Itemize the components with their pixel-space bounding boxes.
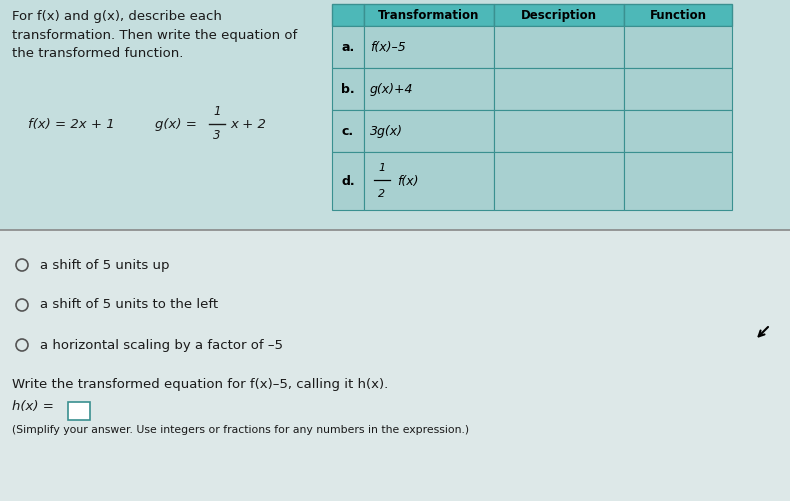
Bar: [364, 152, 494, 210]
Text: c.: c.: [342, 125, 354, 137]
Text: f(x) = 2x + 1: f(x) = 2x + 1: [28, 118, 115, 131]
Bar: [494, 152, 624, 210]
Bar: [0, 230, 790, 501]
Text: Description: Description: [521, 9, 597, 22]
Text: h(x) =: h(x) =: [12, 400, 54, 413]
Text: a shift of 5 units up: a shift of 5 units up: [40, 259, 170, 272]
Bar: [364, 110, 494, 152]
Text: x + 2: x + 2: [230, 118, 266, 131]
Text: Write the transformed equation for f(x)–5, calling it h(x).: Write the transformed equation for f(x)–…: [12, 378, 388, 391]
Text: 3: 3: [213, 129, 220, 142]
Text: Transformation: Transformation: [378, 9, 480, 22]
Text: 2: 2: [378, 189, 386, 199]
Text: 1: 1: [378, 163, 386, 173]
Bar: [624, 4, 732, 26]
Bar: [364, 4, 494, 26]
Bar: [332, 152, 364, 210]
Text: f(x)–5: f(x)–5: [370, 41, 406, 54]
Bar: [332, 110, 364, 152]
Text: g(x) =: g(x) =: [155, 118, 201, 131]
Text: For f(x) and g(x), describe each
transformation. Then write the equation of
the : For f(x) and g(x), describe each transfo…: [12, 10, 297, 60]
Text: (Simplify your answer. Use integers or fractions for any numbers in the expressi: (Simplify your answer. Use integers or f…: [12, 425, 469, 435]
Text: a horizontal scaling by a factor of –5: a horizontal scaling by a factor of –5: [40, 339, 283, 352]
Bar: [624, 152, 732, 210]
Bar: [624, 68, 732, 110]
Bar: [332, 68, 364, 110]
Text: 3g(x): 3g(x): [370, 125, 403, 137]
Text: d.: d.: [341, 174, 355, 187]
Text: a.: a.: [341, 41, 355, 54]
Text: g(x)+4: g(x)+4: [370, 83, 413, 96]
Bar: [494, 110, 624, 152]
Bar: [624, 26, 732, 68]
Text: b.: b.: [341, 83, 355, 96]
Bar: [494, 4, 624, 26]
Bar: [332, 4, 364, 26]
Text: a shift of 5 units to the left: a shift of 5 units to the left: [40, 299, 218, 312]
Text: f(x): f(x): [397, 174, 419, 187]
Bar: [494, 26, 624, 68]
Text: Function: Function: [649, 9, 706, 22]
Text: 1: 1: [213, 105, 220, 118]
Bar: [0, 0, 790, 230]
Bar: [364, 26, 494, 68]
Bar: [624, 110, 732, 152]
Bar: [332, 26, 364, 68]
Bar: [364, 68, 494, 110]
Bar: [68, 402, 90, 420]
Bar: [494, 68, 624, 110]
